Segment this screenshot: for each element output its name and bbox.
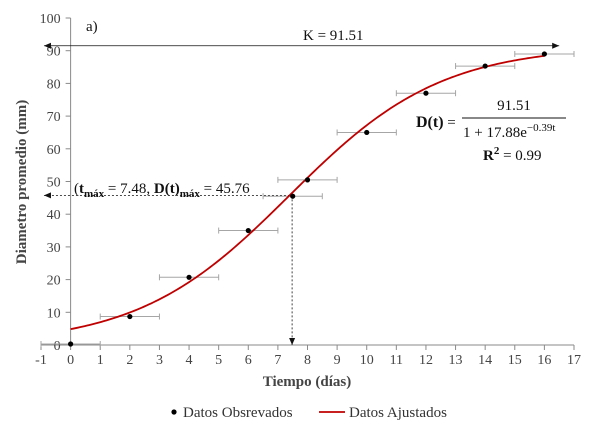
tmax-guide-arrow <box>289 338 296 345</box>
legend-label-observed: Datos Obsrevados <box>183 405 293 421</box>
y-tick-label: 10 <box>47 306 61 321</box>
x-tick-label: 5 <box>215 353 222 368</box>
r-squared-value: = 0.99 <box>499 148 541 164</box>
tmax-label: (tmáx = 7.48, D(t)máx = 45.76 <box>74 181 250 200</box>
y-tick-label: 40 <box>47 208 61 223</box>
x-tick-label: 12 <box>419 353 433 368</box>
dmax-subscript: máx <box>180 188 201 200</box>
x-tick-label: 3 <box>156 353 163 368</box>
legend: Datos Obsrevados Datos Ajustados <box>171 405 447 421</box>
x-tick-label: 11 <box>390 353 403 368</box>
x-axis-title: Tiempo (días) <box>263 374 351 390</box>
x-tick-label: 0 <box>67 353 74 368</box>
data-point <box>541 51 547 57</box>
r-symbol: R <box>483 148 494 164</box>
data-point <box>290 193 296 199</box>
tmax-open-paren: ( <box>74 181 79 197</box>
data-point <box>423 90 429 96</box>
guide-lines <box>43 42 560 345</box>
tmax-symbol: t <box>79 181 84 197</box>
data-point <box>245 227 251 234</box>
y-tick-label: 20 <box>47 274 61 289</box>
x-tick-label: 6 <box>245 353 252 368</box>
x-tick-label: 16 <box>537 353 551 368</box>
axes-layer <box>40 17 575 350</box>
data-point <box>186 274 192 280</box>
equation-dt: D(t) <box>416 114 444 131</box>
dmax-symbol: D(t) <box>154 181 180 197</box>
equation-equals: = <box>444 115 456 131</box>
equation-denominator: 1 + 17.88e−0.39t <box>463 122 555 141</box>
k-guide-arrow-right <box>552 42 560 49</box>
x-tick-label: 4 <box>186 353 193 368</box>
equation-lhs: D(t) = <box>416 114 456 131</box>
r-superscript: 2 <box>494 145 500 157</box>
error-bars <box>40 50 575 348</box>
y-tick-label: 30 <box>47 241 61 256</box>
k-guide-arrow-left <box>43 42 51 49</box>
y-tick-label: 100 <box>40 12 61 27</box>
tmax-equals: = 7.48, <box>104 181 154 197</box>
y-axis-title: Diametro promedio (mm) <box>14 100 30 264</box>
data-point <box>482 63 488 69</box>
x-tick-label: 14 <box>478 353 492 368</box>
denominator-exponent: −0.39t <box>527 122 556 134</box>
x-tick-label: 10 <box>360 353 374 368</box>
legend-label-fitted: Datos Ajustados <box>349 405 447 421</box>
y-tick-label: 90 <box>47 45 61 60</box>
data-points <box>68 51 547 347</box>
y-tick-label: 70 <box>47 110 61 125</box>
y-tick-labels: 0 10 20 30 40 50 60 70 80 90 100 <box>40 12 61 354</box>
x-tick-label: 2 <box>126 353 133 368</box>
x-tick-label: -1 <box>35 353 47 368</box>
dmax-equals: = 45.76 <box>200 181 250 197</box>
x-tick-label: 1 <box>97 353 104 368</box>
tmax-subscript: máx <box>84 188 105 200</box>
equation-numerator: 91.51 <box>497 98 531 114</box>
y-tick-label: 50 <box>47 176 61 191</box>
dmax-guide-arrow <box>43 192 51 199</box>
data-point <box>68 341 74 347</box>
x-tick-label: 13 <box>449 353 463 368</box>
data-point <box>304 177 311 183</box>
data-point <box>127 313 133 320</box>
k-label: K = 91.51 <box>303 28 364 44</box>
y-tick-label: 0 <box>54 339 61 354</box>
panel-label: a) <box>86 19 98 35</box>
y-tick-label: 60 <box>47 143 61 158</box>
r-squared: R2 = 0.99 <box>483 145 542 164</box>
x-tick-label: 7 <box>274 353 281 368</box>
x-tick-labels: -1 0 1 2 3 4 5 6 7 8 9 10 11 12 13 14 15 16 17 <box>35 353 581 368</box>
x-tick-label: 9 <box>334 353 341 368</box>
denominator-base: 1 + 17.88e <box>463 125 527 141</box>
x-tick-label: 17 <box>567 353 581 368</box>
x-tick-label: 8 <box>304 353 311 368</box>
data-point <box>364 129 370 136</box>
x-tick-label: 15 <box>508 353 522 368</box>
y-tick-label: 80 <box>47 77 61 92</box>
legend-marker-observed <box>171 409 177 415</box>
